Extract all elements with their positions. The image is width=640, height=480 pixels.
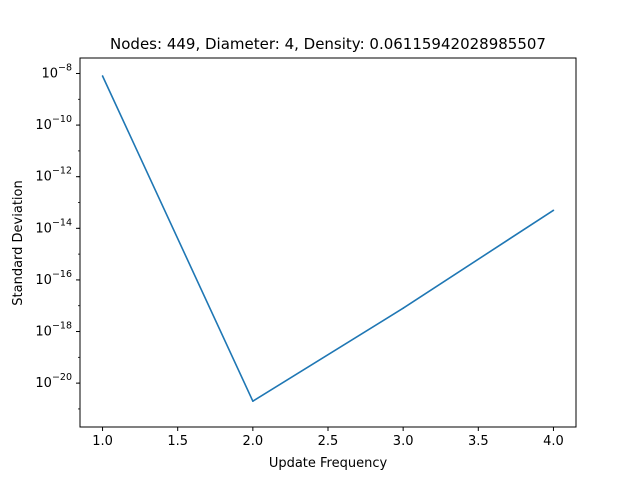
y-tick-label: 10−14 [35,217,72,236]
data-point [552,209,555,212]
y-tick-label: 10−12 [35,166,72,185]
plot-area [79,57,577,428]
y-tick-exponent: −18 [52,321,72,332]
y-tick-label: 10−18 [35,321,72,340]
series-layer [101,75,555,402]
y-tick-label: 10−10 [35,114,72,133]
data-point [252,400,254,402]
x-tick-label: 4.0 [543,434,564,449]
chart-title: Nodes: 449, Diameter: 4, Density: 0.0611… [110,35,546,53]
x-axis: 1.0 1.5 2.0 2.5 3.0 3.5 4.0 [92,427,564,449]
y-tick-exponent: −14 [52,217,72,228]
x-tick-label: 1.0 [92,434,113,449]
y-tick-label: 10−20 [35,372,72,391]
y-axis-label: Standard Deviation [11,180,26,305]
y-tick-label: 10−8 [41,62,72,81]
y-tick-exponent: −10 [52,114,72,125]
x-tick-label: 3.0 [393,434,414,449]
data-point [101,75,104,77]
y-tick-label: 10−16 [35,269,72,288]
x-tick-label: 2.5 [318,434,339,449]
y-tick-exponent: −16 [52,269,72,280]
x-tick-label: 1.5 [167,434,188,449]
x-tick-label: 2.0 [243,434,264,449]
data-point [402,307,404,310]
series-line [101,75,554,402]
y-tick-exponent: −12 [52,166,72,177]
y-tick-exponent: −20 [52,372,72,383]
x-axis-label: Update Frequency [269,456,388,471]
y-axis: 10−8 10−10 10−12 10−14 10−16 10−18 10−20 [35,62,80,410]
y-tick-exponent: −8 [58,62,72,73]
x-tick-label: 3.5 [468,434,489,449]
